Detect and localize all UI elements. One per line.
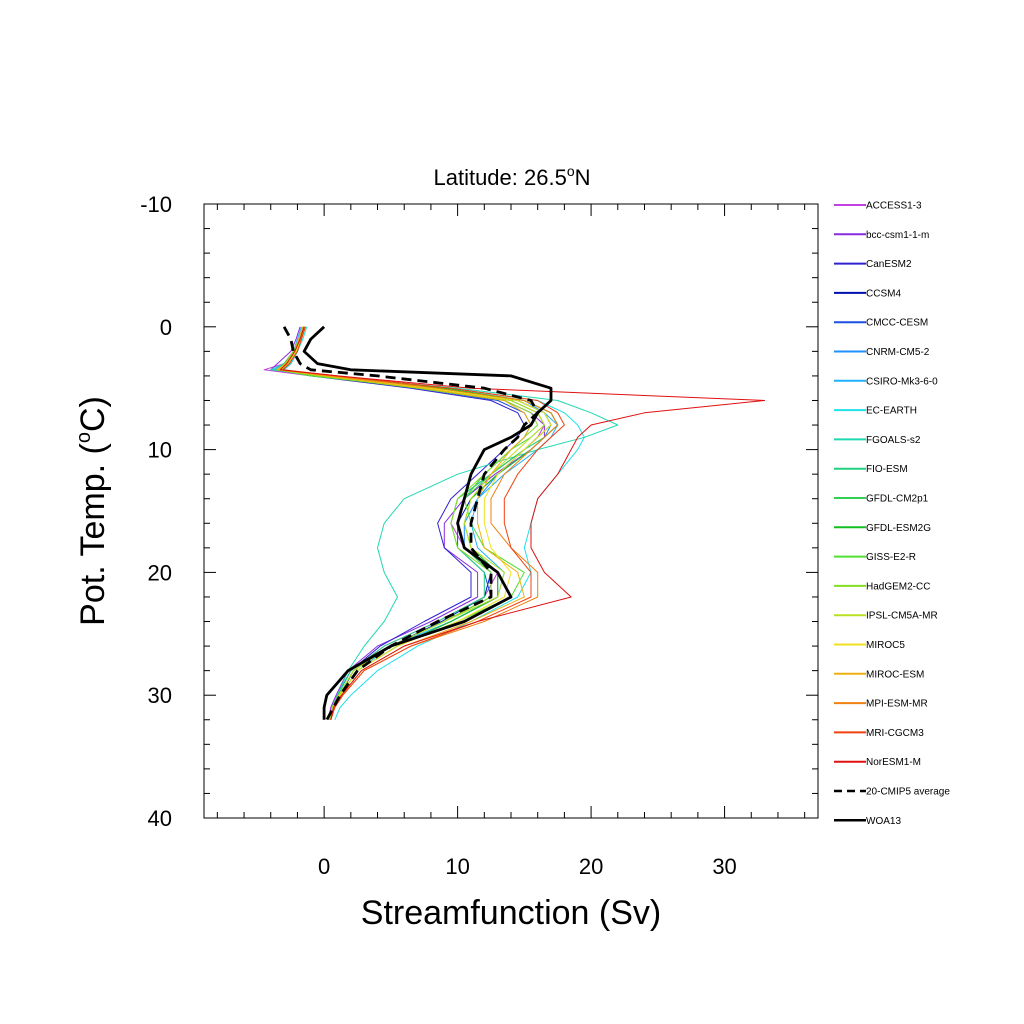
x-tick-label: 10 [445,854,469,879]
legend-label-gfdl-esm2g: GFDL-ESM2G [866,523,931,534]
title-end: N [575,165,591,190]
title-sup: o [567,163,575,179]
ylabel-main: Pot. Temp. ( [74,442,112,625]
legend-label-ccsm4: CCSM4 [866,288,901,299]
legend-label-cmcc-cesm: CMCC-CESM [866,318,928,329]
y-axis-title: Pot. Temp. (oC) [73,396,112,626]
title-main: Latitude: 26.5 [433,165,566,190]
ticks-layer: 0 10 20 30 -10 0 10 20 30 40 [140,192,818,879]
y-tick-label: 40 [148,806,172,831]
legend-label-miroc5: MIROC5 [866,640,905,651]
legend-label-mri-cgcm3: MRI-CGCM3 [866,728,924,739]
series-line-mri-cgcm3 [282,326,565,720]
legend-label-fgoals-s2: FGOALS-s2 [866,435,921,446]
chart-title: Latitude: 26.5oN [433,163,590,190]
legend-label-bcc-csm1-1-m: bcc-csm1-1-m [866,230,929,241]
legend-label-woa13: WOA13 [866,816,901,827]
series-layer [263,325,766,721]
legend-label-csiro-mk3-6-0: CSIRO-Mk3-6-0 [866,376,938,387]
legend-label-access1-3: ACCESS1-3 [866,201,922,212]
series-line-ec-earth [283,326,585,720]
series-line-20-cmip5-average [282,326,540,721]
legend-label-fio-esm: FIO-ESM [866,464,908,475]
legend-label-giss-e2-r: GISS-E2-R [866,552,916,563]
x-tick-label: 30 [712,854,736,879]
ylabel-end: C) [74,396,112,432]
legend-label-cnrm-cm5-2: CNRM-CM5-2 [866,347,930,358]
ylabel-sup: o [73,432,95,443]
x-tick-label: 20 [579,854,603,879]
y-tick-label: 0 [160,315,172,340]
y-tick-label: 30 [148,683,172,708]
legend-label-ipsl-cm5a-mr: IPSL-CM5A-MR [866,611,938,622]
legend-label-canesm2: CanESM2 [866,259,912,270]
y-tick-label: -10 [140,192,172,217]
y-tick-label: 20 [148,560,172,585]
legend-label-miroc-esm: MIROC-ESM [866,669,924,680]
x-axis-title: Streamfunction (Sv) [361,894,661,932]
series-line-noresm1-m [279,326,766,720]
x-tick-label: 0 [318,854,330,879]
legend: ACCESS1-3 bcc-csm1-1-m CanESM2 CCSM4 CMCC-CE… [834,201,950,827]
legend-label-hadgem2-cc: HadGEM2-CC [866,581,930,592]
legend-label-20-cmip5-average: 20-CMIP5 average [866,787,950,798]
y-tick-label: 10 [148,438,172,463]
plot-area: 0 10 20 30 -10 0 10 20 30 40 [140,192,819,879]
legend-label-mpi-esm-mr: MPI-ESM-MR [866,699,928,710]
legend-label-ec-earth: EC-EARTH [866,406,917,417]
series-line-miroc5 [278,326,552,720]
legend-label-gfdl-cm2p1: GFDL-CM2p1 [866,494,929,505]
series-line-woa13 [302,325,553,720]
legend-label-noresm1-m: NorESM1-M [866,757,921,768]
